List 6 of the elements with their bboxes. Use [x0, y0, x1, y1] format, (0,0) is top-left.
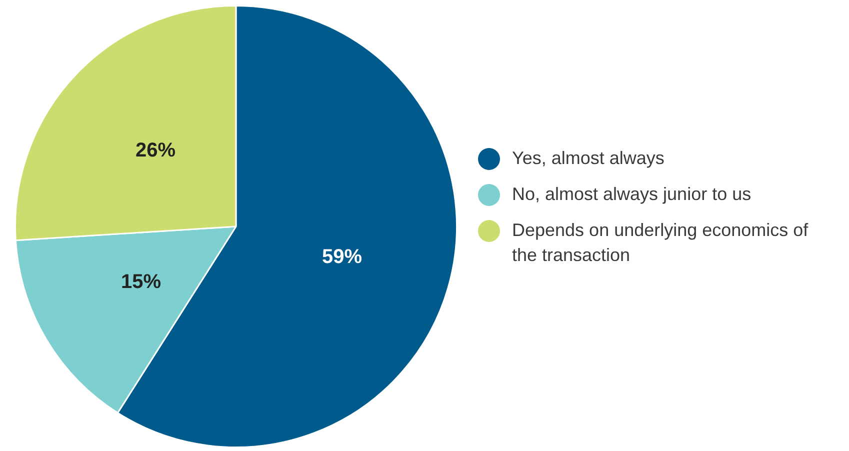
data-label: 15%: [120, 271, 162, 294]
legend-label: No, almost always junior to us: [512, 183, 752, 206]
data-label: 26%: [136, 139, 176, 162]
legend-label: Yes, almost always: [512, 147, 664, 170]
data-label: 59%: [322, 246, 362, 268]
legend-label: Depends on underlying economics of the transaction: [512, 219, 810, 267]
